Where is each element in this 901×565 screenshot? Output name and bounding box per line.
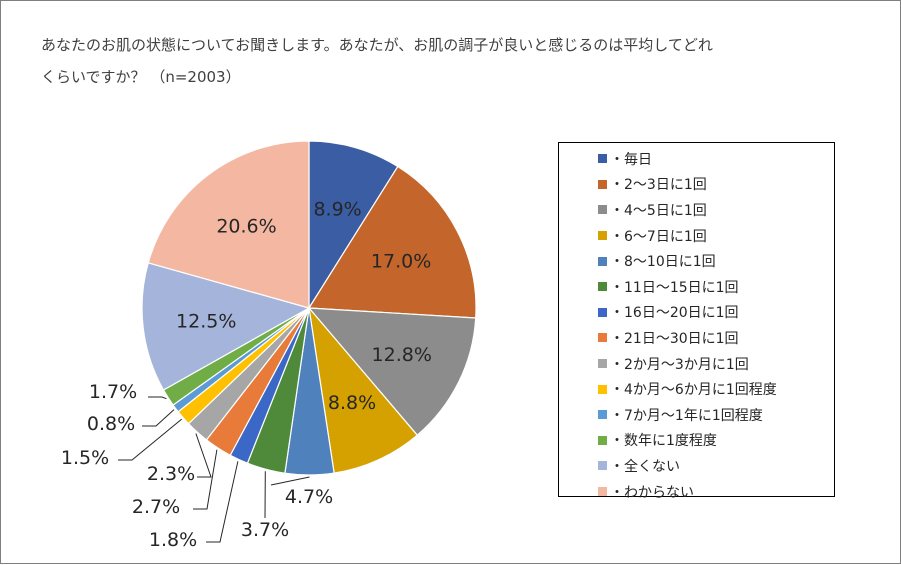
legend-item-12: ・数年に1度程度 <box>559 428 834 454</box>
legend-item-5: ・8～10日に1回 <box>559 248 834 274</box>
legend-label-11: ・7か月～1年に1回程度 <box>610 405 763 425</box>
legend-label-5: ・8～10日に1回 <box>610 251 716 271</box>
legend-item-9: ・2か月～3か月に1回 <box>559 351 834 377</box>
legend-label-8: ・21日～30日に1回 <box>610 328 739 348</box>
legend-swatch-10 <box>598 385 607 394</box>
pie-leader-line-5 <box>271 477 310 485</box>
pie-label-11: 0.8% <box>87 413 135 435</box>
pie-label-6: 3.7% <box>241 519 289 541</box>
legend-swatch-3 <box>598 205 607 214</box>
legend-swatch-13 <box>598 461 607 470</box>
legend-swatch-14 <box>598 487 607 496</box>
pie-label-2: 17.0% <box>371 251 431 273</box>
legend-swatch-6 <box>598 282 607 291</box>
legend-label-2: ・2～3日に1回 <box>610 174 707 194</box>
legend-item-3: ・4～5日に1回 <box>559 197 834 223</box>
legend-swatch-8 <box>598 333 607 342</box>
legend-swatch-4 <box>598 231 607 240</box>
pie-leader-line-12 <box>148 397 166 399</box>
legend-swatch-1 <box>598 154 607 163</box>
legend-label-3: ・4～5日に1回 <box>610 200 707 220</box>
legend-item-8: ・21日～30日に1回 <box>559 325 834 351</box>
legend-item-13: ・全くない <box>559 453 834 479</box>
chart-legend: ・毎日・2～3日に1回・4～5日に1回・6～7日に1回・8～10日に1回・11日… <box>558 142 835 497</box>
legend-label-10: ・4か月～6か月に1回程度 <box>610 379 777 399</box>
pie-label-8: 2.7% <box>132 496 180 518</box>
pie-label-14: 20.6% <box>216 216 276 238</box>
pie-label-9: 2.3% <box>147 463 195 485</box>
pie-label-1: 8.9% <box>313 199 361 221</box>
legend-label-7: ・16日～20日に1回 <box>610 302 739 322</box>
legend-label-1: ・毎日 <box>610 149 652 169</box>
legend-label-13: ・全くない <box>610 456 680 476</box>
legend-item-10: ・4か月～6か月に1回程度 <box>559 376 834 402</box>
pie-label-3: 12.8% <box>372 344 432 366</box>
legend-item-14: ・わからない <box>559 479 834 505</box>
pie-slices <box>142 141 476 475</box>
pie-label-4: 8.8% <box>328 392 376 414</box>
legend-item-2: ・2～3日に1回 <box>559 172 834 198</box>
pie-label-10: 1.5% <box>61 447 109 469</box>
pie-label-5: 4.7% <box>285 486 333 508</box>
pie-label-12: 1.7% <box>89 381 137 403</box>
legend-label-4: ・6～7日に1回 <box>610 226 707 246</box>
legend-item-6: ・11日～15日に1回 <box>559 274 834 300</box>
legend-swatch-2 <box>598 180 607 189</box>
legend-label-9: ・2か月～3か月に1回 <box>610 354 749 374</box>
legend-item-7: ・16日～20日に1回 <box>559 300 834 326</box>
pie-leader-line-7 <box>206 461 238 542</box>
legend-swatch-5 <box>598 257 607 266</box>
legend-swatch-9 <box>598 359 607 368</box>
legend-item-11: ・7か月～1年に1回程度 <box>559 402 834 428</box>
legend-swatch-11 <box>598 410 607 419</box>
pie-label-13: 12.5% <box>176 310 236 332</box>
legend-swatch-12 <box>598 436 607 445</box>
legend-label-14: ・わからない <box>610 482 694 502</box>
legend-swatch-7 <box>598 308 607 317</box>
legend-label-12: ・数年に1度程度 <box>610 430 717 450</box>
pie-label-7: 1.8% <box>149 529 197 551</box>
legend-item-1: ・毎日 <box>559 146 834 172</box>
legend-item-4: ・6～7日に1回 <box>559 223 834 249</box>
legend-label-6: ・11日～15日に1回 <box>610 277 739 297</box>
pie-leader-line-11 <box>142 410 174 426</box>
